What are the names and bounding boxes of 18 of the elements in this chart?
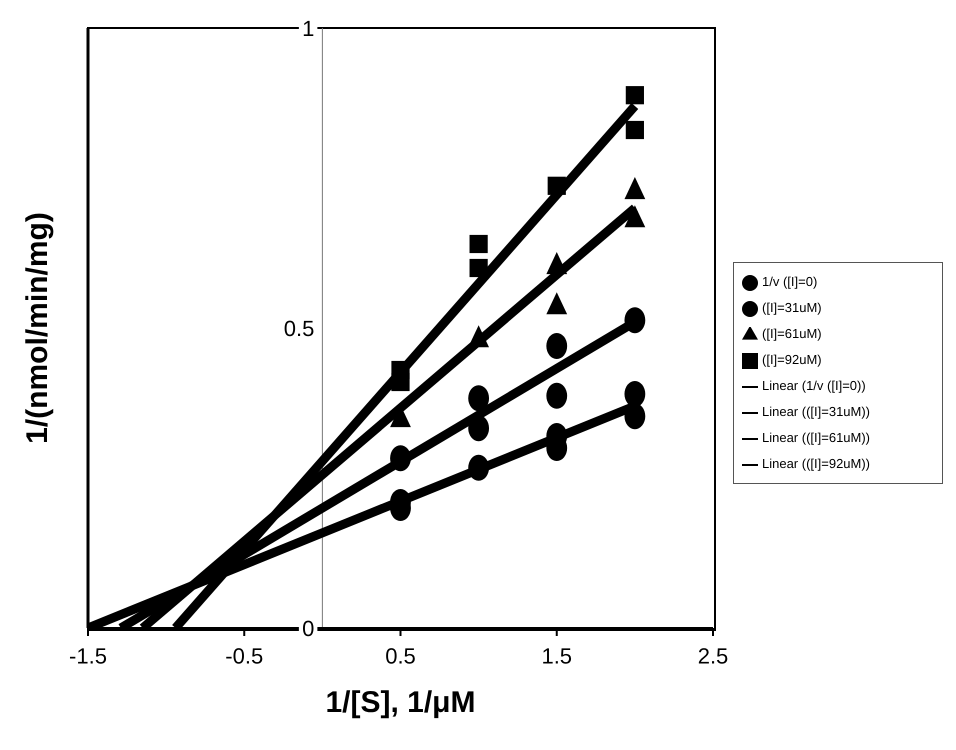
x-tick-label: 1.5 xyxy=(541,644,572,669)
x-tick-label: 2.5 xyxy=(698,644,728,669)
x-tick-label: -0.5 xyxy=(225,644,264,669)
x-tick-label: 0.5 xyxy=(385,644,416,669)
y-axis-title: 1/(nmol/min/mg) xyxy=(20,211,55,446)
legend-label: Linear (1/v ([I]=0)) xyxy=(762,378,866,393)
x-tick-label: -1.5 xyxy=(69,644,107,669)
legend-label: Linear (([I]=31uM)) xyxy=(762,404,870,419)
legend-label: 1/v ([I]=0) xyxy=(762,274,818,289)
legend-label: Linear (([I]=61uM)) xyxy=(762,430,870,445)
y-tick-label: 1 xyxy=(302,16,314,41)
y-tick-label: 0.5 xyxy=(284,316,314,341)
legend-label: ([I]=61uM) xyxy=(762,326,822,341)
legend-label: ([I]=31uM) xyxy=(762,300,822,315)
y-tick-label: 0 xyxy=(302,616,314,641)
legend-label: ([I]=92uM) xyxy=(762,352,822,367)
x-axis-title: 1/[S], 1/μM xyxy=(324,686,477,720)
legend-label: Linear (([I]=92uM)) xyxy=(762,456,870,471)
